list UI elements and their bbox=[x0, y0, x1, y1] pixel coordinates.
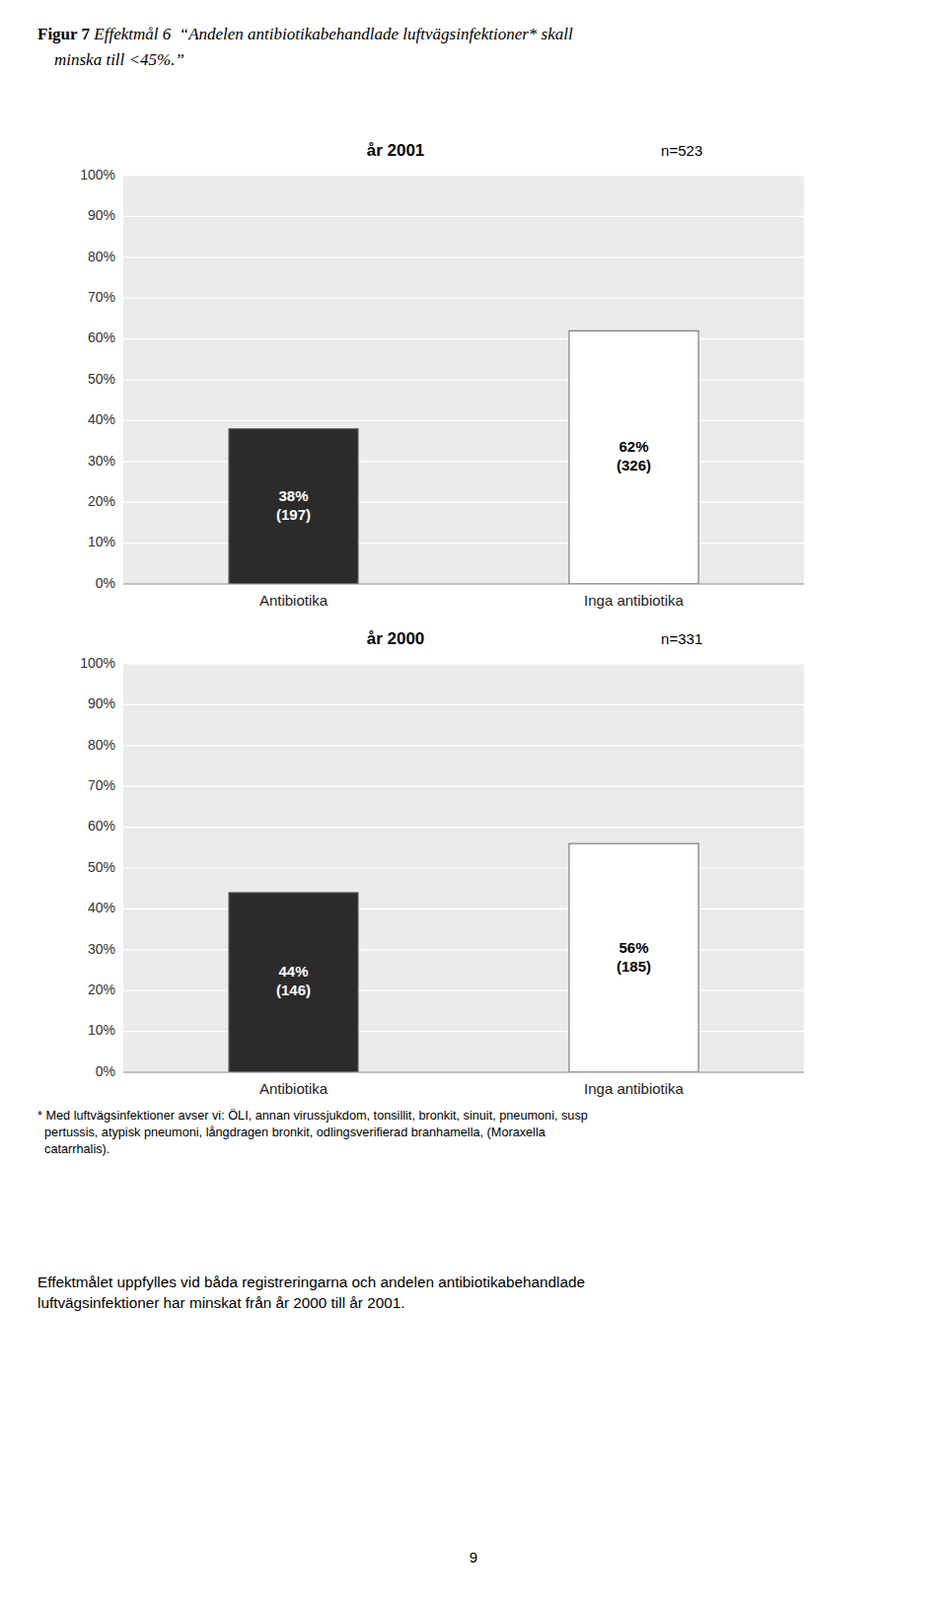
chart: år 2000 n=331 0% 10% 20% 30% 40% 50% 60% 70% 80% 90… bbox=[79, 629, 804, 1097]
footnote: * Med luftvägsinfektioner avser vi: ÖLI,… bbox=[37, 1108, 588, 1123]
footnote: catarrhalis). bbox=[37, 1142, 110, 1157]
title-line: minska till <45%.” bbox=[37, 50, 185, 70]
grid-line bbox=[123, 826, 804, 828]
bar bbox=[569, 843, 699, 1073]
grid-line bbox=[123, 704, 804, 706]
data-label: 38%(197) bbox=[276, 487, 311, 523]
x-tick-label: Antibiotika bbox=[259, 1080, 329, 1097]
data-label-line: (146) bbox=[276, 981, 311, 999]
grid-line bbox=[123, 460, 804, 462]
plot-area bbox=[123, 175, 804, 584]
plot-area bbox=[123, 663, 804, 1073]
grid-line bbox=[123, 174, 804, 176]
x-axis-line bbox=[123, 583, 804, 585]
grid-line bbox=[123, 542, 804, 544]
grid-line bbox=[123, 502, 804, 504]
y-tick-label: 80% bbox=[87, 736, 116, 753]
footnote: pertussis, atypisk pneumoni, långdragen … bbox=[37, 1125, 547, 1140]
title: Figur 7 Effektmål 6 “Andelen antibiotika… bbox=[37, 24, 574, 44]
bar bbox=[228, 429, 359, 584]
grid-line bbox=[123, 786, 804, 788]
grid-line bbox=[123, 908, 804, 910]
data-label-line: 38% bbox=[278, 487, 308, 505]
x-tick-label: Antibiotika bbox=[259, 591, 329, 609]
grid-line bbox=[123, 990, 804, 992]
chart-subtitle: n=331 bbox=[660, 630, 703, 648]
y-tick-label: 70% bbox=[87, 289, 116, 305]
background bbox=[0, 0, 947, 1600]
page: Figur 7 Effektmål 6 “Andelen antibiotika… bbox=[0, 0, 947, 1600]
x-axis-line bbox=[123, 1072, 804, 1074]
grid-line bbox=[123, 420, 804, 422]
chart: år 2001 n=523 0% 10% 20% 30% 40% 50% 60% 70% 80% 90… bbox=[79, 141, 804, 609]
grid-line bbox=[123, 662, 804, 664]
y-tick-label: 80% bbox=[87, 248, 116, 265]
grid-line bbox=[123, 582, 804, 584]
chart-subtitle: n=523 bbox=[660, 142, 703, 159]
data-label: 62%(326) bbox=[616, 437, 652, 474]
y-tick-label: 90% bbox=[87, 695, 116, 712]
y-tick-label: 70% bbox=[87, 777, 116, 794]
page-number: 9 bbox=[469, 1548, 478, 1566]
y-tick-label: 0% bbox=[95, 1063, 116, 1080]
labels: 38%(197) 62%(326) bbox=[276, 437, 652, 523]
y-tick-label: 50% bbox=[87, 370, 116, 387]
figure-label: Figur 7 bbox=[37, 24, 91, 44]
grid-line bbox=[123, 1071, 804, 1073]
data-label-line: (185) bbox=[616, 957, 652, 975]
grid-line bbox=[123, 256, 804, 258]
labels: 44%(146) 56%(185) bbox=[276, 939, 652, 1000]
bar bbox=[228, 892, 359, 1073]
data-label: 44%(146) bbox=[276, 962, 311, 999]
y-tick-label: 40% bbox=[87, 411, 116, 428]
grid-line bbox=[123, 216, 804, 218]
conclusion: Effektmålet uppfylles vid båda registrer… bbox=[37, 1273, 585, 1291]
y-tick-label: 100% bbox=[79, 166, 116, 183]
grid-line bbox=[123, 744, 804, 746]
grid-line bbox=[123, 1030, 804, 1032]
y-tick-label: 20% bbox=[87, 981, 116, 998]
data-label-line: 44% bbox=[278, 962, 308, 980]
data-label: 56%(185) bbox=[616, 939, 652, 975]
bars bbox=[228, 330, 699, 584]
y-tick-label: 50% bbox=[87, 859, 116, 875]
title-text: Effektmål 6 “Andelen antibiotikabehandla… bbox=[89, 24, 574, 44]
y-tick-label: 90% bbox=[87, 207, 116, 223]
grid-line bbox=[123, 378, 804, 380]
chart-title: år 2001 bbox=[366, 141, 426, 160]
data-label-line: (197) bbox=[276, 506, 311, 523]
y-tick-label: 60% bbox=[87, 329, 116, 346]
data-label-line: (326) bbox=[616, 456, 652, 474]
y-tick-label: 10% bbox=[87, 533, 116, 550]
grid-line bbox=[123, 338, 804, 340]
y-tick-label: 30% bbox=[87, 452, 116, 469]
grid-line bbox=[123, 867, 804, 869]
y-tick-label: 30% bbox=[87, 941, 116, 957]
y-tick-label: 10% bbox=[87, 1021, 116, 1038]
y-tick-label: 100% bbox=[79, 655, 116, 671]
y-tick-label: 20% bbox=[87, 493, 116, 510]
y-tick-label: 0% bbox=[95, 575, 116, 591]
data-label-line: 56% bbox=[618, 939, 649, 956]
chart-title: år 2000 bbox=[366, 629, 426, 649]
bar bbox=[569, 330, 699, 584]
x-tick-label: Inga antibiotika bbox=[583, 1080, 685, 1097]
y-tick-label: 60% bbox=[87, 817, 116, 834]
y-tick-label: 40% bbox=[87, 899, 116, 916]
conclusion: luftvägsinfektioner har minskat från år … bbox=[37, 1294, 405, 1312]
bars bbox=[228, 843, 699, 1073]
x-tick-label: Inga antibiotika bbox=[583, 591, 685, 609]
grid-line bbox=[123, 297, 804, 299]
grid-line bbox=[123, 948, 804, 950]
data-label-line: 62% bbox=[618, 437, 649, 455]
